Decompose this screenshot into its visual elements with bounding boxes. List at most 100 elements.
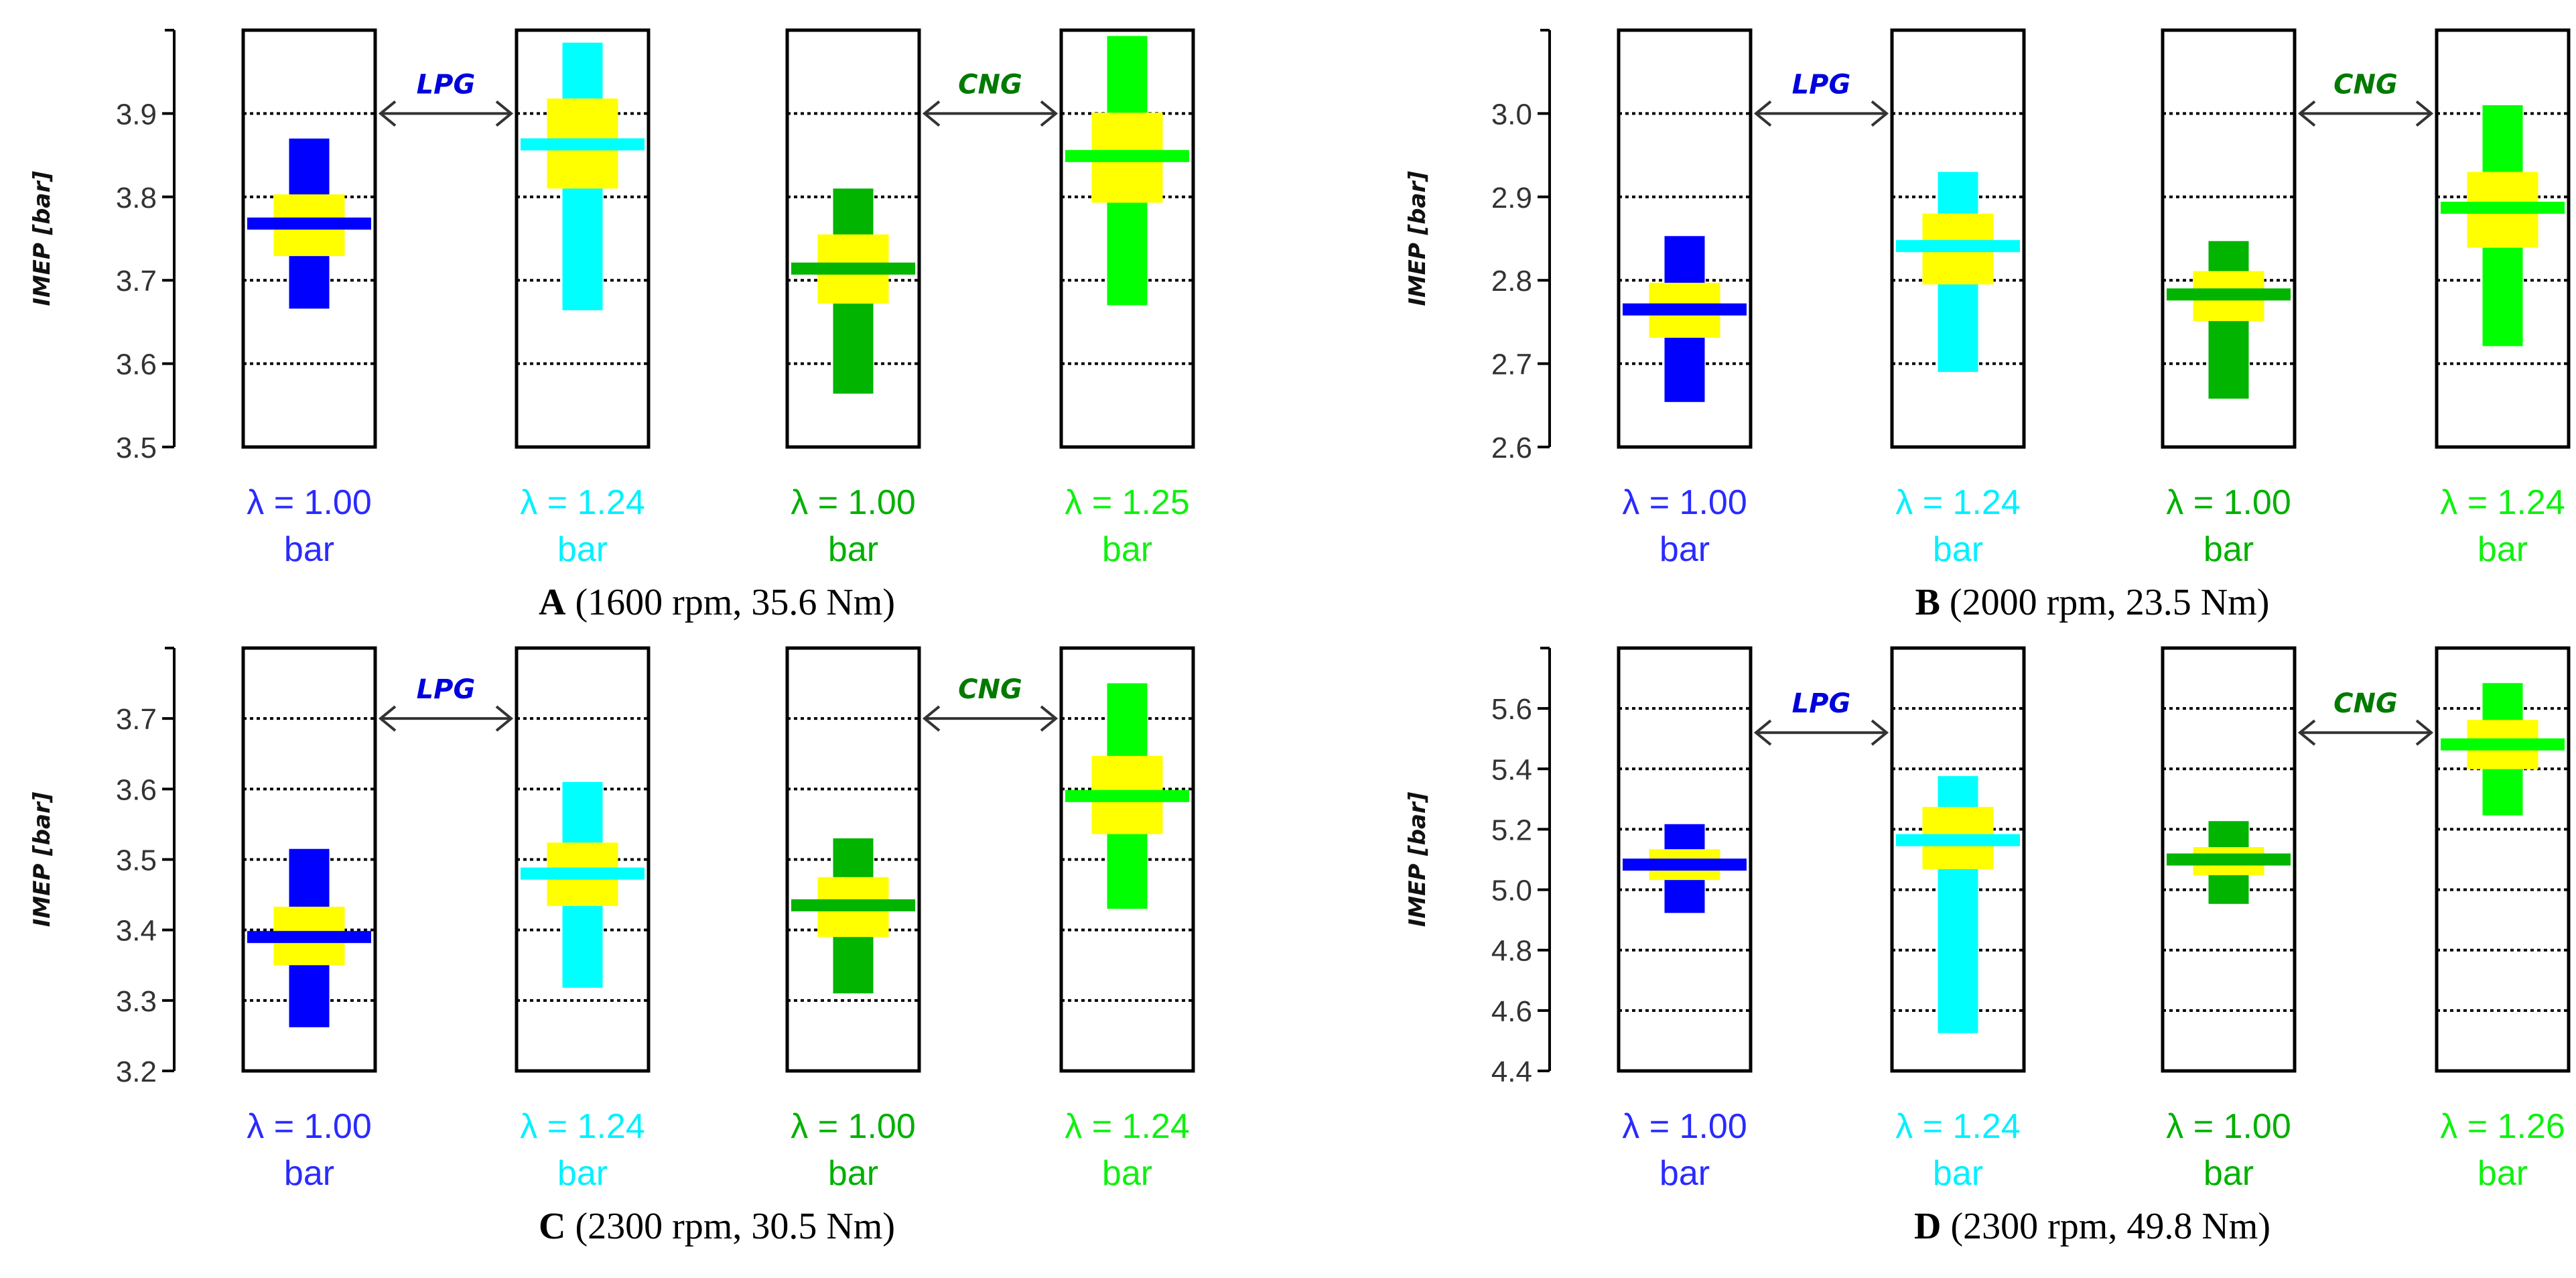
caption-letter: D xyxy=(1914,1206,1941,1247)
lambda-label: λ = 1.24 xyxy=(520,1107,645,1146)
y-tick-label: 3.8 xyxy=(116,182,157,214)
group-2: λ = 1.24 bar xyxy=(515,646,651,1193)
mean-line xyxy=(2167,853,2291,866)
group-frame xyxy=(2435,646,2571,1073)
unit-label: bar xyxy=(1102,530,1152,569)
fuel-label-cng: CNG xyxy=(958,674,1022,705)
double-arrow-icon xyxy=(922,100,1059,127)
lambda-label: λ = 1.24 xyxy=(1895,1107,2020,1146)
y-tick-label: 3.6 xyxy=(116,348,157,381)
y-tick-label: 4.6 xyxy=(1491,995,1532,1028)
y-axis-label: IMEP [bar] xyxy=(29,171,56,306)
lambda-label: λ = 1.00 xyxy=(2166,1107,2291,1146)
arrow-head-right xyxy=(2415,719,2434,746)
unit-label: bar xyxy=(2478,1154,2528,1193)
group-2: λ = 1.24 bar xyxy=(1890,646,2026,1193)
arrow-head-left xyxy=(1753,719,1772,746)
unit-label: bar xyxy=(284,530,334,569)
mean-line xyxy=(521,138,645,151)
y-tick-label: 4.4 xyxy=(1491,1056,1532,1088)
mean-line xyxy=(1623,858,1747,871)
y-tick-label: 5.6 xyxy=(1491,693,1532,726)
y-tick-label: 2.6 xyxy=(1491,432,1532,464)
mean-line xyxy=(1065,149,1189,162)
lambda-label: λ = 1.00 xyxy=(247,1107,371,1146)
unit-label: bar xyxy=(284,1154,334,1193)
fuel-label-lpg: LPG xyxy=(1792,69,1851,100)
mean-line xyxy=(2441,738,2565,751)
mean-line xyxy=(1896,834,2020,846)
unit-label: bar xyxy=(828,1154,878,1193)
y-tick-label: 3.7 xyxy=(116,703,157,736)
lambda-label: λ = 1.24 xyxy=(2440,483,2565,522)
lambda-label: λ = 1.00 xyxy=(247,483,371,522)
caption-text: (1600 rpm, 35.6 Nm) xyxy=(565,582,895,623)
group-3: λ = 1.00 bar xyxy=(785,646,921,1193)
group-frame xyxy=(241,646,377,1073)
lambda-label: λ = 1.26 xyxy=(2440,1107,2565,1146)
group-frame xyxy=(1617,646,1753,1073)
group-2: λ = 1.24 bar xyxy=(1890,28,2026,569)
unit-label: bar xyxy=(1102,1154,1152,1193)
caption-letter: A xyxy=(539,582,566,623)
arrow-head-left xyxy=(1753,100,1772,127)
group-frame xyxy=(1059,646,1195,1073)
group-4: λ = 1.25 bar xyxy=(1059,28,1195,569)
group-frame xyxy=(785,28,921,449)
mean-line xyxy=(521,867,645,880)
caption-letter: C xyxy=(539,1206,565,1247)
y-tick-label: 5.0 xyxy=(1491,875,1532,907)
group-frame xyxy=(1890,646,2026,1073)
unit-label: bar xyxy=(2204,530,2254,569)
lambda-label: λ = 1.00 xyxy=(2166,483,2291,522)
arrow-head-right xyxy=(1040,705,1059,732)
group-4: λ = 1.26 bar xyxy=(2435,646,2571,1193)
unit-label: bar xyxy=(828,530,878,569)
lambda-label: λ = 1.00 xyxy=(1622,1107,1747,1146)
y-tick-label: 2.9 xyxy=(1491,182,1532,214)
lambda-label: λ = 1.00 xyxy=(1622,483,1747,522)
mean-line xyxy=(791,899,915,911)
y-tick-label: 3.0 xyxy=(1491,98,1532,131)
group-4: λ = 1.24 bar xyxy=(1059,646,1195,1193)
caption-text: (2000 rpm, 23.5 Nm) xyxy=(1940,582,2270,623)
mean-line xyxy=(247,217,371,230)
caption-text: (2300 rpm, 30.5 Nm) xyxy=(565,1206,895,1247)
y-axis-label: IMEP [bar] xyxy=(1404,791,1431,927)
fuel-label-lpg: LPG xyxy=(417,674,476,705)
arrow-head-right xyxy=(1040,100,1059,127)
mean-line xyxy=(1623,303,1747,316)
group-frame xyxy=(515,28,651,449)
arrow-head-right xyxy=(2415,100,2434,127)
group-1: λ = 1.00 bar xyxy=(241,646,377,1193)
group-3: λ = 1.00 bar xyxy=(2161,646,2297,1193)
double-arrow-icon xyxy=(378,100,514,127)
y-tick-label: 4.8 xyxy=(1491,935,1532,968)
arrow-head-right xyxy=(1871,100,1889,127)
panel-caption: C (2300 rpm, 30.5 Nm) xyxy=(539,1206,895,1247)
caption-text: (2300 rpm, 49.8 Nm) xyxy=(1941,1206,2270,1247)
unit-label: bar xyxy=(557,1154,608,1193)
panel-d: 4.4 4.6 4.8 5.0 5.2 5.4 5.6 IMEP [bar] λ = 1.00 b… xyxy=(1404,646,2571,1247)
double-arrow-icon xyxy=(922,705,1059,732)
y-tick-label: 3.5 xyxy=(116,432,157,464)
unit-label: bar xyxy=(1933,1154,1983,1193)
y-tick-label: 3.7 xyxy=(116,265,157,298)
double-arrow-icon xyxy=(2297,719,2434,746)
group-frame xyxy=(2161,28,2297,449)
double-arrow-icon xyxy=(1753,100,1889,127)
group-3: λ = 1.00 bar xyxy=(785,28,921,569)
y-axis-label: IMEP [bar] xyxy=(29,791,56,927)
arrow-head-left xyxy=(922,100,941,127)
unit-label: bar xyxy=(1659,1154,1710,1193)
arrow-head-right xyxy=(495,100,514,127)
group-1: λ = 1.00 bar xyxy=(241,28,377,569)
mean-line xyxy=(1065,789,1189,802)
group-4: λ = 1.24 bar xyxy=(2435,28,2571,569)
y-tick-label: 3.9 xyxy=(116,98,157,131)
arrow-head-right xyxy=(1871,719,1889,746)
